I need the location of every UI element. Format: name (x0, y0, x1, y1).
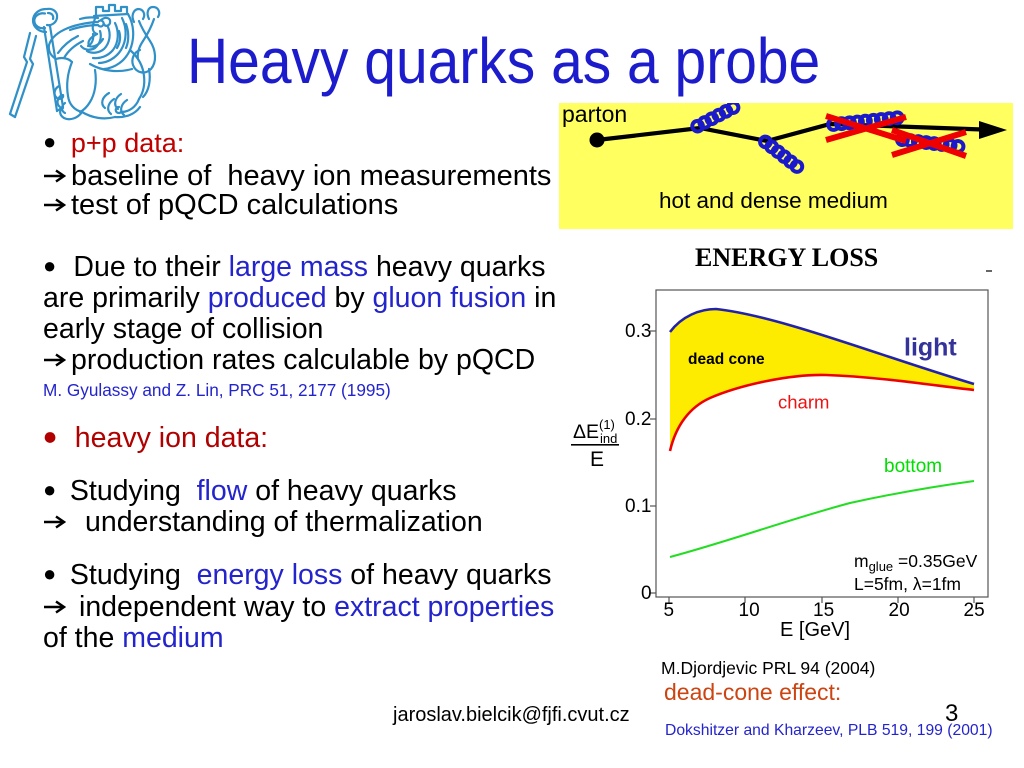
svg-text:charm: charm (778, 392, 829, 413)
svg-text:E [GeV]: E [GeV] (780, 619, 850, 641)
svg-text:L=5fm, λ=1fm: L=5fm, λ=1fm (854, 574, 961, 594)
svg-text:25: 25 (964, 600, 985, 621)
svg-text:E: E (590, 448, 604, 471)
svg-text:0.1: 0.1 (625, 496, 651, 517)
svg-text:ind: ind (600, 431, 617, 446)
svg-text:mglue =0.35GeV: mglue =0.35GeV (854, 551, 978, 574)
svg-text:bottom: bottom (884, 456, 942, 477)
svg-text:10: 10 (739, 600, 760, 621)
svg-text:dead cone: dead cone (688, 351, 765, 368)
svg-text:(1): (1) (599, 417, 615, 432)
svg-text:ΔE: ΔE (573, 421, 599, 443)
svg-text:20: 20 (889, 600, 910, 621)
svg-text:0.2: 0.2 (625, 409, 651, 430)
svg-text:light: light (904, 334, 957, 362)
svg-text:0: 0 (641, 583, 652, 604)
svg-text:5: 5 (664, 600, 675, 621)
svg-text:0.3: 0.3 (625, 321, 651, 342)
svg-text:15: 15 (813, 600, 834, 621)
